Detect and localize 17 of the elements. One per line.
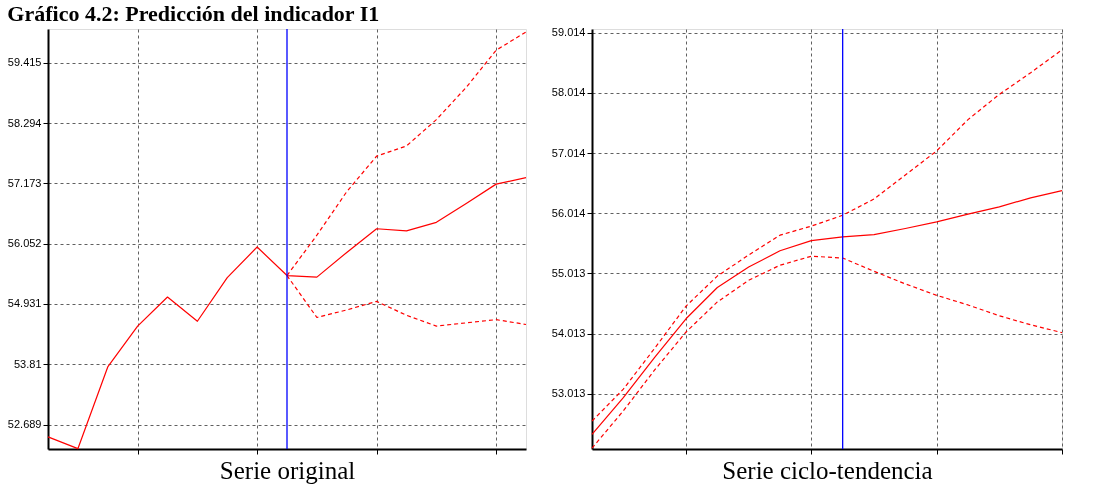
y-tick-label: 58.294 xyxy=(7,116,42,129)
y-tick-label: 52.689 xyxy=(7,418,42,431)
y-tick-label: 56.052 xyxy=(7,237,42,250)
y-tick-label: 54.013 xyxy=(551,327,586,340)
y-tick-label: 59.415 xyxy=(7,56,42,69)
x-axis-title: Serie original xyxy=(219,457,356,484)
y-tick-label: 56.014 xyxy=(551,206,586,219)
y-tick-label: 53.81 xyxy=(13,357,42,370)
y-tick-label: 58.014 xyxy=(551,86,586,99)
y-tick-label: 57.014 xyxy=(551,146,586,159)
y-tick-label: 53.013 xyxy=(551,387,586,400)
x-axis-title: Serie ciclo-tendencia xyxy=(722,457,933,484)
y-tick-label: 55.013 xyxy=(551,266,586,279)
y-tick-label: 59.014 xyxy=(551,26,586,39)
chart-title: Gráfico 4.2: Predicción del indicador I1 xyxy=(7,1,380,27)
y-tick-label: 57.173 xyxy=(7,176,42,189)
y-tick-label: 54.931 xyxy=(7,297,42,310)
